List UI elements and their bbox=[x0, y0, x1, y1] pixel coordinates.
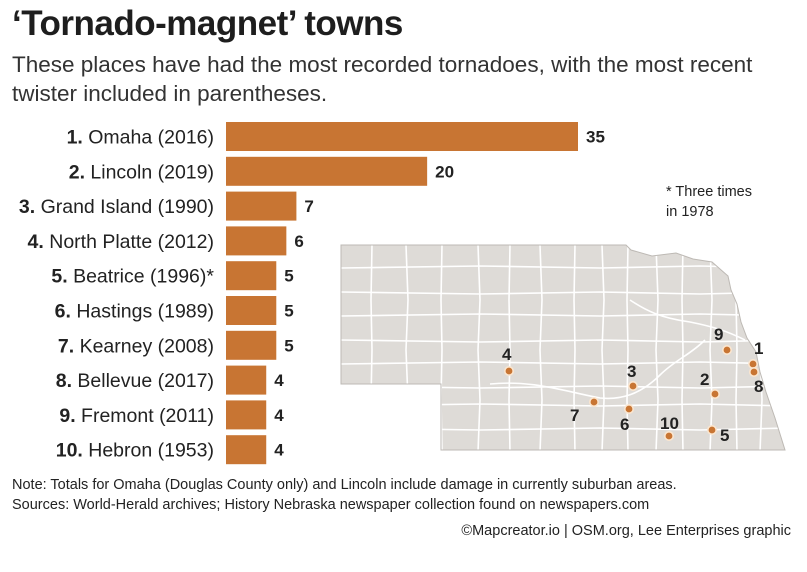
rank-label: 1. bbox=[67, 127, 89, 149]
value-label-5: 5 bbox=[284, 267, 293, 286]
map-marker-2 bbox=[709, 388, 720, 399]
footnote-line1: * Three times bbox=[666, 184, 752, 200]
map-marker-label-10: 10 bbox=[660, 414, 679, 433]
category-label-3: 3. Grand Island (1990) bbox=[19, 196, 214, 218]
category-label-10: 10. Hebron (1953) bbox=[56, 440, 214, 462]
town-label: Kearney (2008) bbox=[80, 335, 214, 357]
town-label: Hebron (1953) bbox=[88, 440, 214, 462]
rank-label: 4. bbox=[28, 231, 50, 253]
town-label: Grand Island (1990) bbox=[41, 196, 214, 218]
bar-9 bbox=[226, 400, 267, 430]
rank-label: 5. bbox=[51, 266, 73, 288]
value-label-4: 6 bbox=[294, 232, 303, 251]
bar-2 bbox=[226, 156, 428, 186]
town-label: North Platte (2012) bbox=[49, 231, 214, 253]
bar-4 bbox=[226, 226, 287, 256]
note-text: Note: Totals for Omaha (Douglas County o… bbox=[12, 477, 677, 493]
nebraska-map: 1 2 3 4 5 6 7 8 9 10 bbox=[340, 244, 786, 451]
category-label-6: 6. Hastings (1989) bbox=[55, 301, 214, 323]
town-label: Lincoln (2019) bbox=[90, 161, 214, 183]
map-marker-label-7: 7 bbox=[570, 406, 579, 425]
map-marker-label-5: 5 bbox=[720, 426, 729, 445]
state-border bbox=[340, 244, 786, 451]
value-label-7: 5 bbox=[284, 336, 293, 355]
map-marker-10 bbox=[663, 430, 674, 441]
map-marker-8 bbox=[748, 366, 759, 377]
notes: Note: Totals for Omaha (Douglas County o… bbox=[12, 475, 677, 515]
category-label-7: 7. Kearney (2008) bbox=[58, 335, 214, 357]
rank-label: 9. bbox=[59, 405, 81, 427]
value-label-10: 4 bbox=[274, 441, 284, 460]
value-label-3: 7 bbox=[304, 197, 313, 216]
map-marker-label-3: 3 bbox=[627, 362, 636, 381]
map-marker-6 bbox=[623, 403, 634, 414]
footnote: * Three times in 1978 bbox=[666, 182, 752, 222]
footnote-line2: in 1978 bbox=[666, 204, 714, 220]
rank-label: 6. bbox=[55, 301, 77, 323]
category-label-8: 8. Bellevue (2017) bbox=[56, 370, 214, 392]
value-label-2: 20 bbox=[435, 162, 454, 181]
value-label-8: 4 bbox=[274, 371, 284, 390]
map-marker-label-1: 1 bbox=[754, 339, 763, 358]
category-label-5: 5. Beatrice (1996)* bbox=[51, 266, 214, 288]
town-label: Fremont (2011) bbox=[81, 405, 214, 427]
town-label: Hastings (1989) bbox=[76, 301, 214, 323]
bar-5 bbox=[226, 261, 277, 291]
value-label-9: 4 bbox=[274, 406, 284, 425]
chart-subtitle: These places have had the most recorded … bbox=[12, 52, 753, 106]
bar-1 bbox=[226, 122, 578, 151]
map-marker-label-8: 8 bbox=[754, 377, 763, 396]
bar-6 bbox=[226, 296, 277, 325]
town-label: Omaha (2016) bbox=[88, 127, 214, 149]
bar-7 bbox=[226, 330, 277, 360]
rank-label: 7. bbox=[58, 335, 80, 357]
map-marker-label-6: 6 bbox=[620, 415, 629, 434]
bar-group: 1. Omaha (2016) 35 2. Lincoln (2019) 20 3. G… bbox=[19, 122, 605, 465]
chart-title: ‘Tornado-magnet’ towns bbox=[12, 4, 403, 43]
map-marker-1 bbox=[747, 358, 758, 369]
map-marker-7 bbox=[588, 396, 599, 407]
map-marker-label-2: 2 bbox=[700, 370, 709, 389]
map-marker-4 bbox=[503, 365, 514, 376]
map-marker-9 bbox=[721, 344, 732, 355]
map-marker-5 bbox=[706, 424, 717, 435]
map-marker-label-4: 4 bbox=[502, 345, 512, 364]
category-label-2: 2. Lincoln (2019) bbox=[69, 161, 214, 183]
town-label: Beatrice (1996)* bbox=[73, 266, 214, 288]
category-label-1: 1. Omaha (2016) bbox=[67, 127, 214, 149]
bar-10 bbox=[226, 435, 267, 465]
bar-8 bbox=[226, 365, 267, 395]
rank-label: 3. bbox=[19, 196, 41, 218]
rank-label: 2. bbox=[69, 161, 91, 183]
category-label-4: 4. North Platte (2012) bbox=[28, 231, 214, 253]
town-label: Bellevue (2017) bbox=[77, 370, 214, 392]
sources-text: Sources: World-Herald archives; History … bbox=[12, 497, 650, 513]
map-marker-3 bbox=[627, 380, 638, 391]
map-marker-label-9: 9 bbox=[714, 325, 723, 344]
rank-label: 10. bbox=[56, 440, 89, 462]
bar-3 bbox=[226, 191, 297, 221]
rank-label: 8. bbox=[56, 370, 78, 392]
category-label-9: 9. Fremont (2011) bbox=[59, 405, 214, 427]
credit-text: ©Mapcreator.io | OSM.org, Lee Enterprise… bbox=[461, 523, 791, 539]
value-label-1: 35 bbox=[586, 128, 605, 147]
state-fill bbox=[341, 245, 785, 450]
value-label-6: 5 bbox=[284, 302, 293, 321]
